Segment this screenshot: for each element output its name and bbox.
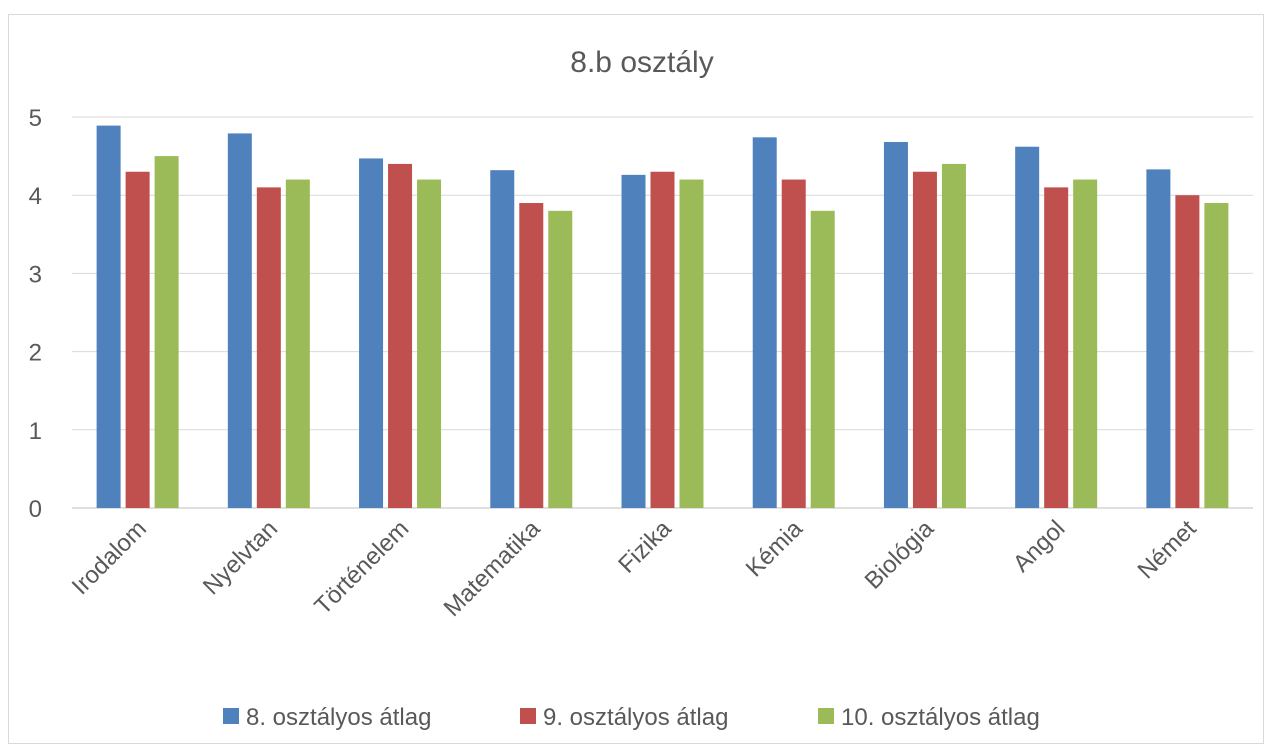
bar-1-történelem	[359, 158, 384, 509]
y-tick-label: 0	[29, 496, 42, 523]
bar-1-biológia	[883, 142, 908, 509]
bars	[96, 125, 1229, 509]
x-tick-label: Nyelvtan	[198, 515, 283, 600]
bar-3-irodalom	[154, 156, 179, 508]
bar-2-történelem	[388, 163, 413, 509]
bar-3-fizika	[679, 179, 704, 508]
bar-2-nyelvtan	[256, 187, 281, 508]
bar-1-matematika	[490, 170, 515, 508]
bar-1-kémia	[752, 137, 777, 508]
y-tick-label: 4	[29, 183, 42, 210]
bar-2-biológia	[912, 171, 937, 509]
bar-3-történelem	[417, 179, 442, 508]
x-axis-labels: Irodalom Nyelvtan Történelem Matematika Fizi…	[67, 515, 1202, 622]
bar-1-fizika	[621, 174, 646, 509]
bar-2-német	[1175, 195, 1200, 508]
y-axis-ticks: 0 1 2 3 4 5	[29, 105, 42, 523]
bar-2-angol	[1044, 187, 1069, 508]
y-tick-label: 1	[29, 418, 42, 445]
legend-label: 10. osztályos átlag	[841, 704, 1040, 731]
legend: 8. osztályos átlag 9. osztályos átlag 10. …	[223, 704, 1040, 731]
bar-2-matematika	[519, 203, 544, 508]
legend-swatch	[818, 708, 834, 724]
x-tick-label: Biológia	[860, 515, 940, 595]
y-tick-label: 2	[29, 340, 42, 367]
x-tick-label: Fizika	[613, 515, 677, 579]
bar-1-angol	[1015, 146, 1040, 508]
chart-title: 8.b osztály	[570, 46, 713, 79]
x-tick-label: Matematika	[439, 515, 546, 622]
bar-2-fizika	[650, 171, 675, 509]
bar-3-angol	[1073, 179, 1098, 508]
legend-label: 8. osztályos átlag	[246, 704, 431, 731]
bar-3-kémia	[810, 210, 835, 508]
bar-1-nyelvtan	[227, 133, 252, 508]
x-tick-label: Angol	[1008, 515, 1071, 578]
bar-3-nyelvtan	[285, 179, 310, 508]
bar-2-kémia	[781, 179, 806, 508]
x-tick-label: Német	[1133, 515, 1202, 584]
legend-label: 9. osztályos átlag	[543, 704, 728, 731]
bar-2-irodalom	[125, 171, 150, 509]
bar-1-német	[1146, 169, 1171, 509]
x-tick-label: Történelem	[309, 515, 414, 620]
y-tick-label: 3	[29, 261, 42, 288]
legend-swatch	[223, 708, 239, 724]
y-tick-label: 5	[29, 105, 42, 132]
legend-swatch	[520, 708, 536, 724]
x-tick-label: Kémia	[741, 515, 809, 583]
bar-3-biológia	[941, 163, 966, 509]
bar-3-matematika	[548, 210, 573, 508]
bar-1-irodalom	[96, 125, 121, 509]
bar-3-német	[1204, 203, 1229, 508]
x-tick-label: Irodalom	[67, 515, 152, 600]
